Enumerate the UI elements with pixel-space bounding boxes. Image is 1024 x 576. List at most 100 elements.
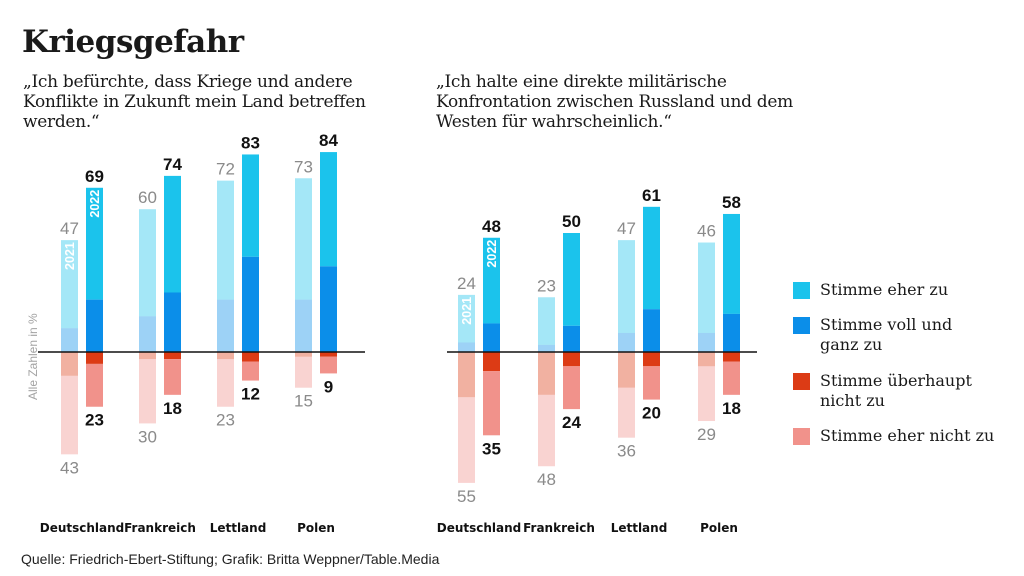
bar-eher-nicht-zu-right-deutschland-2021 [458, 397, 475, 483]
bar-voll-und-ganz-zu-left-polen-2022 [320, 266, 337, 352]
category-label-right-frankreich: Frankreich [523, 521, 595, 535]
bar-eher-zu-left-deutschland-2021 [61, 240, 78, 329]
label-disagree-left-lettland-2022: 12 [241, 385, 260, 404]
bar-voll-und-ganz-zu-left-lettland-2021 [217, 299, 234, 352]
label-disagree-right-polen-2022: 18 [722, 399, 741, 418]
bar-ueberhaupt-nicht-zu-right-deutschland-2021 [458, 352, 475, 398]
bar-voll-und-ganz-zu-left-deutschland-2022 [86, 299, 103, 352]
category-label-left-deutschland: Deutschland [40, 521, 125, 535]
bar-ueberhaupt-nicht-zu-right-lettland-2022 [643, 352, 660, 367]
bar-voll-und-ganz-zu-left-frankreich-2021 [139, 316, 156, 352]
category-label-right-polen: Polen [700, 521, 738, 535]
bar-voll-und-ganz-zu-left-frankreich-2022 [164, 292, 181, 352]
label-disagree-left-frankreich-2022: 18 [163, 399, 182, 418]
bar-eher-zu-right-lettland-2021 [618, 240, 635, 333]
label-disagree-left-deutschland-2021: 43 [60, 458, 79, 477]
bar-eher-nicht-zu-left-lettland-2022 [242, 361, 259, 381]
category-label-left-lettland: Lettland [210, 521, 267, 535]
bar-eher-zu-right-polen-2022 [723, 213, 740, 314]
chart-title: Kriegsgefahr [22, 24, 244, 60]
legend-label-eher-nicht-zu: Stimme eher nicht zu [820, 426, 995, 445]
label-agree-left-polen-2022: 84 [319, 131, 338, 150]
bar-ueberhaupt-nicht-zu-left-deutschland-2022 [86, 352, 103, 364]
legend-label-voll-und-ganz-zu: Stimme voll und ganz zu [820, 315, 953, 354]
label-agree-right-frankreich-2022: 50 [562, 212, 581, 231]
bar-eher-zu-left-frankreich-2022 [164, 175, 181, 293]
label-agree-left-lettland-2021: 72 [216, 160, 235, 179]
bar-ueberhaupt-nicht-zu-left-polen-2021 [295, 352, 312, 357]
label-agree-right-polen-2022: 58 [722, 193, 741, 212]
bar-eher-nicht-zu-right-polen-2022 [723, 361, 740, 395]
bar-ueberhaupt-nicht-zu-right-frankreich-2021 [538, 352, 555, 395]
bar-ueberhaupt-nicht-zu-left-frankreich-2021 [139, 352, 156, 360]
label-agree-left-deutschland-2021: 47 [60, 219, 79, 238]
category-label-right-deutschland: Deutschland [437, 521, 522, 535]
bar-eher-nicht-zu-right-polen-2021 [698, 366, 715, 422]
label-disagree-right-deutschland-2021: 55 [457, 487, 476, 506]
legend-label-eher-zu: Stimme eher zu [820, 280, 949, 299]
bar-eher-nicht-zu-right-frankreich-2021 [538, 394, 555, 467]
label-agree-right-polen-2021: 46 [697, 222, 716, 241]
label-disagree-right-lettland-2022: 20 [642, 404, 661, 423]
label-agree-left-lettland-2022: 83 [241, 133, 260, 152]
bar-eher-nicht-zu-right-frankreich-2022 [563, 366, 580, 410]
bar-eher-zu-right-frankreich-2021 [538, 297, 555, 345]
label-agree-left-deutschland-2022: 69 [85, 167, 104, 186]
legend-swatch-voll-und-ganz-zu [793, 317, 810, 334]
bar-ueberhaupt-nicht-zu-right-polen-2021 [698, 352, 715, 367]
label-disagree-right-polen-2021: 29 [697, 425, 716, 444]
bar-voll-und-ganz-zu-right-lettland-2022 [643, 309, 660, 352]
legend-label-ueberhaupt-nicht-zu: Stimme überhaupt nicht zu [820, 371, 972, 410]
bar-eher-zu-left-polen-2021 [295, 178, 312, 300]
bar-eher-zu-left-deutschland-2022 [86, 187, 103, 300]
bar-ueberhaupt-nicht-zu-left-deutschland-2021 [61, 352, 78, 376]
label-disagree-left-polen-2021: 15 [294, 392, 313, 411]
label-disagree-right-frankreich-2021: 48 [537, 470, 556, 489]
bar-eher-nicht-zu-left-frankreich-2022 [164, 359, 181, 395]
bar-eher-nicht-zu-right-lettland-2021 [618, 387, 635, 438]
left-panel-subtitle: „Ich befürchte, dass Kriege und andere K… [23, 72, 366, 132]
label-agree-right-lettland-2022: 61 [642, 186, 661, 205]
year-label-right-2021: 2021 [460, 297, 474, 325]
right-panel-subtitle: „Ich halte eine direkte militärische Kon… [436, 72, 793, 132]
bar-voll-und-ganz-zu-right-deutschland-2022 [483, 323, 500, 352]
bar-eher-zu-left-lettland-2022 [242, 154, 259, 257]
label-disagree-right-lettland-2021: 36 [617, 442, 636, 461]
label-agree-left-frankreich-2021: 60 [138, 188, 157, 207]
bar-voll-und-ganz-zu-right-deutschland-2021 [458, 342, 475, 352]
bar-eher-zu-right-lettland-2022 [643, 206, 660, 310]
year-label-right-2022: 2022 [485, 240, 499, 268]
bar-ueberhaupt-nicht-zu-right-polen-2022 [723, 352, 740, 362]
bar-eher-nicht-zu-right-deutschland-2022 [483, 371, 500, 436]
legend-swatch-eher-nicht-zu [793, 428, 810, 445]
bar-eher-nicht-zu-left-lettland-2021 [217, 359, 234, 407]
bar-voll-und-ganz-zu-left-deutschland-2021 [61, 328, 78, 352]
bar-ueberhaupt-nicht-zu-left-frankreich-2022 [164, 352, 181, 360]
bar-ueberhaupt-nicht-zu-left-lettland-2022 [242, 352, 259, 362]
right-panel-plot: 24 55 48 35 Deutschland 23 48 50 24 Frankreich 47 3… [437, 186, 757, 535]
legend-swatch-ueberhaupt-nicht-zu [793, 373, 810, 390]
label-agree-left-polen-2021: 73 [294, 157, 313, 176]
bar-voll-und-ganz-zu-left-lettland-2022 [242, 256, 259, 352]
year-label-left-2021: 2021 [63, 242, 77, 270]
bar-voll-und-ganz-zu-right-frankreich-2021 [538, 344, 555, 352]
label-disagree-left-frankreich-2021: 30 [138, 427, 157, 446]
label-disagree-right-frankreich-2022: 24 [562, 413, 581, 432]
bar-eher-zu-right-deutschland-2022 [483, 237, 500, 324]
y-axis-note: Alle Zahlen in % [26, 313, 40, 400]
bar-eher-zu-left-polen-2022 [320, 152, 337, 267]
bar-ueberhaupt-nicht-zu-right-deutschland-2022 [483, 352, 500, 372]
bar-voll-und-ganz-zu-right-frankreich-2022 [563, 325, 580, 352]
bar-eher-zu-left-lettland-2021 [217, 180, 234, 300]
bar-eher-nicht-zu-left-polen-2022 [320, 356, 337, 374]
label-agree-right-lettland-2021: 47 [617, 219, 636, 238]
label-disagree-left-polen-2022: 9 [324, 377, 333, 396]
label-agree-left-frankreich-2022: 74 [163, 155, 182, 174]
bar-eher-zu-right-polen-2021 [698, 242, 715, 333]
year-label-left-2022: 2022 [88, 190, 102, 218]
bar-voll-und-ganz-zu-right-polen-2021 [698, 332, 715, 352]
bar-ueberhaupt-nicht-zu-left-polen-2022 [320, 352, 337, 357]
bar-eher-nicht-zu-right-lettland-2022 [643, 366, 660, 400]
bar-eher-nicht-zu-left-polen-2021 [295, 356, 312, 388]
